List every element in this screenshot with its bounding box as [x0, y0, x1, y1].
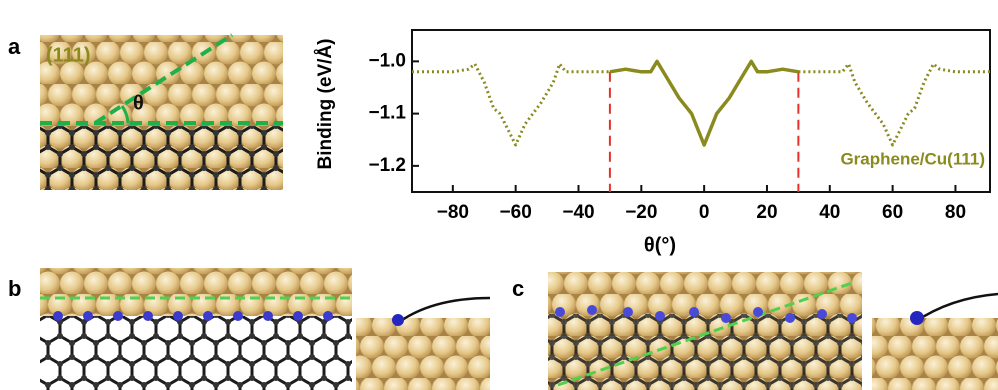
x-tick-label: −80 [437, 202, 469, 223]
x-tick-label: −40 [562, 202, 594, 223]
side-graphene [914, 292, 998, 324]
series-line [609, 59, 799, 147]
panel-label: b [8, 276, 21, 301]
x-tick-label: 20 [756, 202, 777, 223]
copper-surface [40, 268, 352, 316]
rotated-line [557, 280, 856, 387]
angle-label: θ [133, 92, 144, 114]
y-tick-label: −1.0 [368, 50, 406, 71]
angle-arc [120, 105, 130, 124]
chart: θ(°) Binding (eV/Å) Graphene/Cu(111) −80… [315, 29, 991, 256]
graphene-lattice [40, 126, 283, 190]
plot-frame [411, 29, 991, 193]
facet-label: (111) [46, 44, 90, 66]
series-annotation: Graphene/Cu(111) [840, 149, 985, 168]
charge-density [555, 305, 857, 323]
x-tick-label: −20 [625, 202, 657, 223]
x-tick-label: −60 [500, 202, 532, 223]
edge-atom [910, 311, 924, 325]
graphene-lattice [40, 316, 352, 390]
x-axis-label: θ(°) [644, 234, 676, 256]
side-copper [356, 318, 490, 390]
copper-surface [548, 272, 862, 314]
x-tick-label: 80 [945, 202, 966, 223]
charge-density [53, 311, 333, 321]
y-tick-label: −1.2 [368, 155, 406, 176]
rotated-line [93, 33, 234, 125]
panel-b-image [40, 268, 491, 390]
graphene-lattice [548, 314, 862, 390]
side-copper [872, 318, 998, 390]
x-tick-label: 40 [819, 202, 840, 223]
x-tick-label: 60 [882, 202, 903, 223]
panel-a-image: (111) θ [40, 33, 283, 190]
panel-label: a [8, 34, 21, 59]
x-tick-label: 0 [699, 202, 710, 223]
edge-atom [392, 314, 404, 326]
panel-label: c [512, 276, 524, 301]
y-tick-label: −1.1 [368, 103, 406, 124]
series-line [798, 62, 990, 147]
panel-c-image [548, 272, 998, 390]
series-line [412, 62, 610, 147]
y-axis-label: Binding (eV/Å) [315, 39, 336, 170]
